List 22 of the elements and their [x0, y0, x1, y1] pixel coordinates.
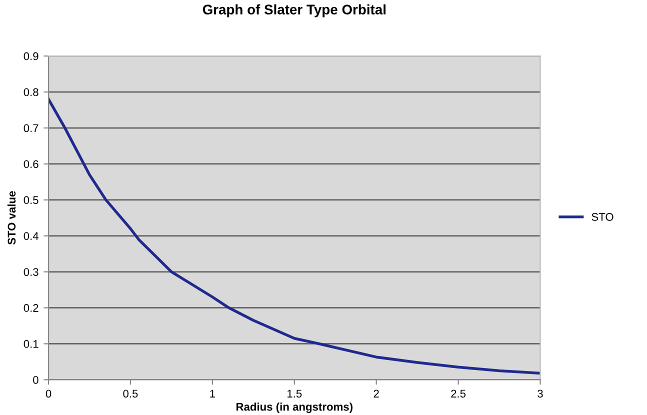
y-tick-label: 0.9 — [24, 52, 38, 60]
y-tick-label: 0.8 — [24, 88, 38, 96]
y-tick-label: 0.5 — [24, 196, 38, 204]
x-axis-title: Radius (in angstroms) — [236, 402, 352, 413]
y-tick-label: 0.2 — [24, 304, 38, 312]
y-tick-label: 0 — [33, 376, 38, 384]
y-tick-label: 0.1 — [24, 340, 38, 348]
line-series — [48, 98, 540, 375]
x-tick-label: 2 — [374, 390, 379, 398]
y-tick-label: 0.3 — [24, 268, 38, 276]
x-tick-label: 1.5 — [288, 390, 302, 398]
x-tick-label: 3 — [538, 390, 543, 398]
x-tick-label: 0.5 — [123, 390, 138, 398]
y-axis-title: STO value — [7, 191, 16, 245]
legend-label: STO — [592, 212, 614, 221]
chart-title: Graph of Slater Type Orbital — [202, 4, 386, 18]
y-tick-label: 0.7 — [24, 124, 38, 132]
x-tick-label: 2.5 — [451, 390, 466, 398]
y-tick-label: 0.4 — [24, 232, 38, 240]
x-tick-label: 0 — [46, 390, 52, 398]
x-tick-label: 1 — [210, 390, 215, 398]
y-tick-label: 0.6 — [24, 160, 38, 168]
